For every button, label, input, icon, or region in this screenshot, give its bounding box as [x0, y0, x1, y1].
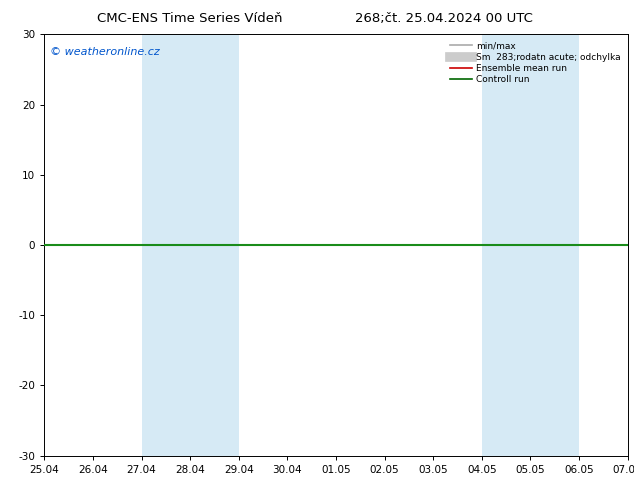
Bar	[190, 34, 239, 456]
Bar	[141, 34, 190, 456]
Bar	[482, 34, 531, 456]
Legend: min/max, Sm  283;rodatn acute; odchylka, Ensemble mean run, Controll run: min/max, Sm 283;rodatn acute; odchylka, …	[447, 39, 623, 87]
Text: 268;čt. 25.04.2024 00 UTC: 268;čt. 25.04.2024 00 UTC	[355, 12, 533, 25]
Bar	[531, 34, 579, 456]
Text: © weatheronline.cz: © weatheronline.cz	[50, 47, 160, 57]
Text: CMC-ENS Time Series Vídeň: CMC-ENS Time Series Vídeň	[98, 12, 283, 25]
